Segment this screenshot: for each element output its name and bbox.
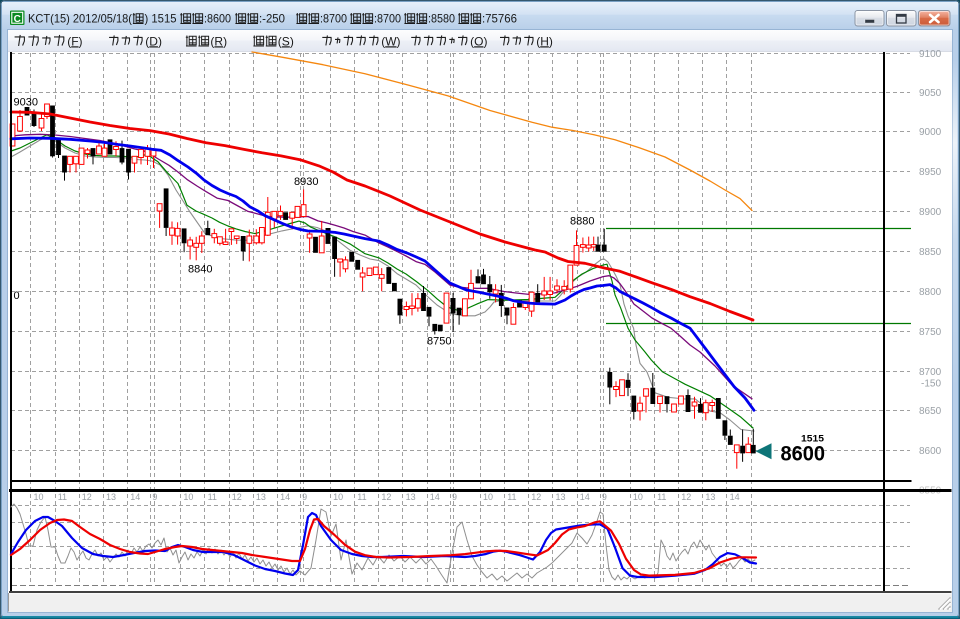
svg-text:10: 10	[333, 492, 343, 502]
svg-text:12: 12	[531, 492, 541, 502]
svg-text:10: 10	[34, 492, 44, 502]
svg-text:13: 13	[256, 492, 266, 502]
svg-text:10: 10	[183, 492, 193, 502]
svg-text:8750: 8750	[919, 327, 942, 338]
svg-text:13: 13	[705, 492, 715, 502]
svg-text:8800: 8800	[919, 287, 942, 298]
svg-text:8930: 8930	[294, 176, 318, 188]
svg-text:14: 14	[130, 492, 140, 502]
svg-text:13: 13	[406, 492, 416, 502]
svg-text:12: 12	[82, 492, 92, 502]
svg-text:8850: 8850	[919, 247, 942, 258]
svg-text:9: 9	[152, 492, 157, 502]
svg-text::75766: :75766	[482, 11, 517, 25]
svg-text:12: 12	[232, 492, 242, 502]
svg-text:13: 13	[106, 492, 116, 502]
svg-text:(H): (H)	[536, 34, 553, 48]
svg-text:-150: -150	[921, 379, 941, 390]
svg-text::-250: :-250	[259, 11, 285, 25]
svg-text:14: 14	[730, 492, 740, 502]
svg-text::8600: :8600	[204, 11, 231, 25]
svg-text:9050: 9050	[919, 88, 942, 99]
svg-text:(D): (D)	[145, 34, 162, 48]
svg-text:12: 12	[681, 492, 691, 502]
svg-text:(S): (S)	[278, 34, 294, 48]
svg-text:11: 11	[507, 492, 516, 502]
svg-text:8880: 8880	[570, 216, 594, 228]
svg-text:11: 11	[58, 492, 67, 502]
svg-text:1515: 1515	[801, 434, 825, 445]
svg-text:10: 10	[483, 492, 493, 502]
svg-text:11: 11	[357, 492, 366, 502]
svg-text:12: 12	[381, 492, 391, 502]
svg-text:(W): (W)	[381, 34, 400, 48]
svg-text:C: C	[14, 14, 21, 25]
svg-text:8750: 8750	[427, 336, 451, 348]
svg-text:8650: 8650	[919, 406, 942, 417]
svg-text:8950: 8950	[919, 167, 942, 178]
svg-text:(O): (O)	[470, 34, 487, 48]
svg-text:(R): (R)	[210, 34, 227, 48]
svg-text:10: 10	[633, 492, 643, 502]
svg-text:0: 0	[14, 290, 20, 302]
svg-text:9000: 9000	[919, 127, 942, 138]
svg-text:KCT(15) 2012/05/18(: KCT(15) 2012/05/18(	[28, 11, 132, 25]
svg-text:8900: 8900	[919, 207, 942, 218]
svg-text:9: 9	[602, 492, 607, 502]
svg-text:11: 11	[657, 492, 666, 502]
svg-text:8600: 8600	[781, 441, 826, 465]
svg-text:14: 14	[430, 492, 440, 502]
svg-text::8700: :8700	[374, 11, 401, 25]
svg-text::8580: :8580	[428, 11, 455, 25]
svg-text:9: 9	[452, 492, 457, 502]
svg-text::8700: :8700	[320, 11, 347, 25]
svg-text:9: 9	[302, 492, 307, 502]
svg-text:(F): (F)	[67, 34, 82, 48]
svg-text:9030: 9030	[14, 97, 38, 109]
svg-text:8700: 8700	[919, 367, 942, 378]
svg-text:11: 11	[208, 492, 217, 502]
svg-text:13: 13	[556, 492, 566, 502]
svg-text:9100: 9100	[919, 49, 942, 60]
svg-text:14: 14	[580, 492, 590, 502]
svg-text:8840: 8840	[188, 264, 212, 276]
svg-text:8600: 8600	[919, 446, 942, 457]
svg-text:) 1515: ) 1515	[145, 11, 177, 25]
svg-text:14: 14	[280, 492, 290, 502]
